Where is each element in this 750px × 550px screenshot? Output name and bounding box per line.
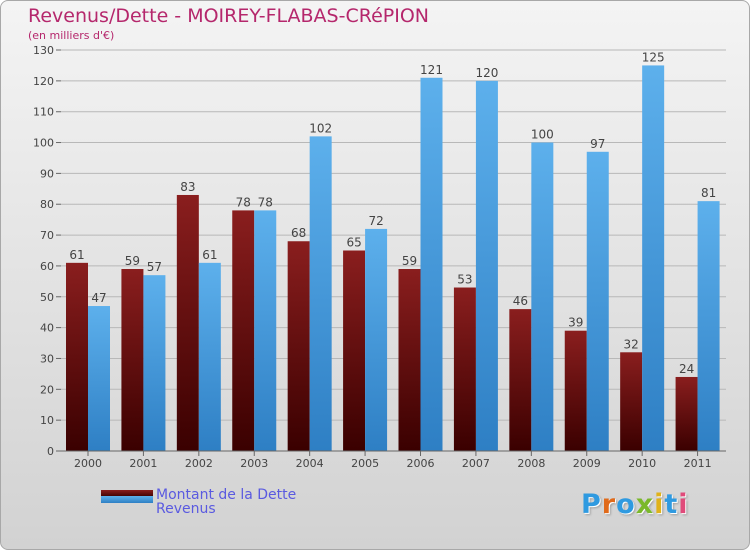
- value-label-revenus-2004: 102: [309, 121, 332, 135]
- bar-dette-2000: [66, 262, 88, 451]
- bar-revenus-2009: [586, 151, 609, 452]
- bar-dette-2007: [453, 287, 476, 451]
- logo-letter: i: [654, 489, 665, 520]
- bar-dette-2005: [343, 250, 366, 451]
- y-tick-label: 50: [40, 291, 54, 304]
- value-label-revenus-2011: 81: [701, 186, 716, 200]
- bar-dette-2004: [287, 241, 310, 451]
- value-label-revenus-2006: 121: [420, 63, 443, 77]
- y-tick-label: 70: [40, 229, 54, 242]
- logo-letter: i: [678, 489, 689, 520]
- chart-subtitle: (en milliers d'€): [28, 29, 115, 42]
- value-label-revenus-2005: 72: [368, 214, 383, 228]
- x-tick-label: 2000: [74, 457, 102, 470]
- logo-letter: o: [616, 489, 636, 520]
- value-label-revenus-2001: 57: [147, 260, 162, 274]
- value-label-dette-2003: 78: [236, 195, 251, 209]
- logo-letter: P: [581, 489, 602, 520]
- y-axis-ticks: 0 10 20 30 40 50 60 70 80 90 100 110 120 130: [33, 44, 61, 458]
- y-tick-label: 110: [33, 106, 54, 119]
- bar-dette-2011: [675, 376, 698, 451]
- y-tick-label: 80: [40, 198, 54, 211]
- value-label-dette-2009: 39: [568, 316, 583, 330]
- bar-revenus-2008: [531, 142, 554, 452]
- x-tick-label: 2002: [185, 457, 213, 470]
- x-tick-label: 2008: [517, 457, 545, 470]
- bar-revenus-2010: [642, 65, 665, 451]
- bar-dette-2009: [564, 330, 587, 451]
- bar-revenus-2000: [88, 306, 110, 451]
- bar-dette-2006: [398, 269, 421, 451]
- logo-letter: r: [601, 489, 617, 520]
- legend-swatch-dette: [101, 490, 153, 497]
- y-tick-label: 20: [40, 383, 54, 396]
- bar-dette-2010: [620, 352, 643, 451]
- x-tick-label: 2004: [296, 457, 324, 470]
- x-tick-label: 2007: [462, 457, 490, 470]
- legend-swatch-revenus: [101, 496, 153, 503]
- value-label-dette-2005: 65: [346, 236, 361, 250]
- logo-letter: x: [635, 489, 655, 520]
- y-tick-label: 30: [40, 352, 54, 365]
- y-tick-label: 40: [40, 322, 54, 335]
- bar-revenus-2001: [143, 275, 166, 451]
- bars: [66, 65, 720, 452]
- value-labels: 61 47 59 57 83 61 78 78 68 102 65 72 59 121 53 120 46 100…: [69, 50, 716, 376]
- value-label-dette-2002: 83: [180, 180, 195, 194]
- value-label-dette-2006: 59: [402, 254, 417, 268]
- y-tick-label: 0: [47, 445, 54, 458]
- chart-title: Revenus/Dette - MOIREY-FLABAS-CRéPION: [28, 5, 429, 27]
- value-label-dette-2008: 46: [513, 294, 528, 308]
- value-label-dette-2001: 59: [125, 254, 140, 268]
- y-tick-label: 60: [40, 260, 54, 273]
- value-label-revenus-2002: 61: [202, 248, 217, 262]
- bar-revenus-2006: [420, 77, 443, 451]
- legend-label-dette: Montant de la Dette: [156, 487, 297, 503]
- x-tick-label: 2011: [684, 457, 712, 470]
- x-tick-label: 2005: [351, 457, 379, 470]
- value-label-dette-2011: 24: [679, 362, 694, 376]
- bar-revenus-2003: [254, 210, 277, 451]
- value-label-revenus-2009: 97: [590, 137, 605, 151]
- value-label-dette-2004: 68: [291, 226, 306, 240]
- x-axis-ticks: 2000 2001 2002 2003 2004 2005 2006 2007 2008 2009…: [74, 451, 712, 470]
- value-label-revenus-2007: 120: [475, 66, 498, 80]
- value-label-dette-2010: 32: [624, 337, 639, 351]
- x-tick-label: 2003: [240, 457, 268, 470]
- bar-dette-2008: [509, 309, 532, 451]
- x-tick-label: 2006: [407, 457, 435, 470]
- grid-lines: [61, 49, 726, 421]
- x-tick-label: 2001: [129, 457, 157, 470]
- bar-revenus-2007: [475, 80, 498, 451]
- value-label-revenus-2008: 100: [531, 128, 554, 142]
- logo-letter: t: [664, 489, 679, 520]
- bar-dette-2003: [232, 210, 255, 451]
- x-tick-label: 2009: [573, 457, 601, 470]
- y-tick-label: 10: [40, 414, 54, 427]
- value-label-revenus-2003: 78: [258, 195, 273, 209]
- y-tick-label: 100: [33, 137, 54, 150]
- proxiti-logo: Proxiti: [581, 489, 689, 520]
- bar-dette-2002: [176, 194, 199, 451]
- bar-revenus-2002: [198, 262, 221, 451]
- bar-revenus-2011: [697, 201, 720, 451]
- x-tick-label: 2010: [628, 457, 656, 470]
- bar-revenus-2004: [309, 136, 332, 451]
- bar-revenus-2005: [365, 228, 388, 451]
- y-tick-label: 120: [33, 75, 54, 88]
- value-label-dette-2007: 53: [457, 273, 472, 287]
- bar-dette-2001: [121, 269, 144, 451]
- value-label-dette-2000: 61: [69, 248, 84, 262]
- value-label-revenus-2000: 47: [91, 291, 106, 305]
- y-tick-label: 90: [40, 167, 54, 180]
- y-tick-label: 130: [33, 44, 54, 57]
- value-label-revenus-2010: 125: [642, 50, 665, 64]
- legend-label-revenus: Revenus: [156, 501, 216, 517]
